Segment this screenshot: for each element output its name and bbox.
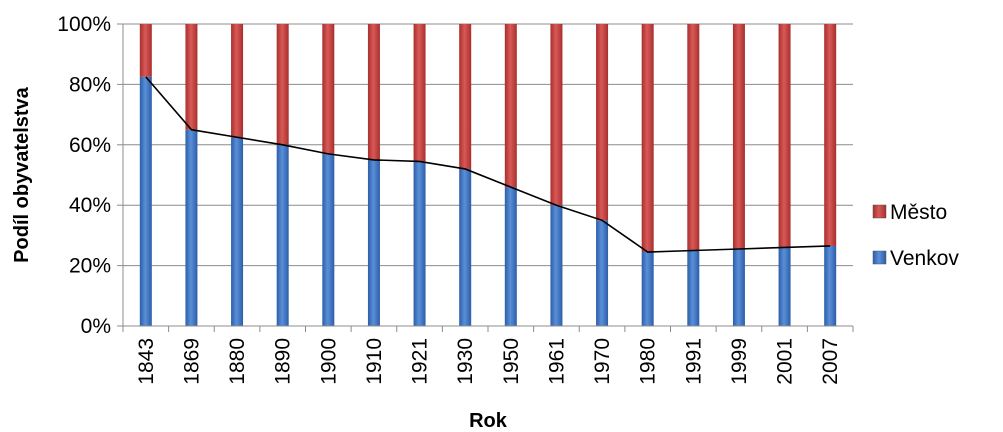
bar-venkov xyxy=(185,129,198,326)
bar-venkov xyxy=(687,250,700,326)
bar-venkov xyxy=(596,220,609,326)
bar-venkov xyxy=(276,144,289,326)
bar-venkov xyxy=(367,159,380,326)
x-tick-label: 1999 xyxy=(728,338,751,385)
y-tick-label: 0% xyxy=(81,315,111,338)
legend-swatch xyxy=(872,250,887,265)
y-tick-label: 100% xyxy=(57,13,111,36)
x-tick-label: 1843 xyxy=(135,338,158,385)
bar-mesto xyxy=(824,24,837,246)
bar-venkov xyxy=(322,153,335,326)
bar-mesto xyxy=(367,24,380,160)
bar-venkov xyxy=(641,252,654,326)
x-tick-label: 1890 xyxy=(272,338,295,385)
legend-label: Město xyxy=(890,201,947,224)
bar-mesto xyxy=(322,24,335,154)
x-tick-label: 1991 xyxy=(682,338,705,385)
bar-venkov xyxy=(550,205,563,326)
venkov-trend-line xyxy=(145,76,831,253)
bar-mesto xyxy=(185,24,198,130)
bar-venkov xyxy=(413,161,426,326)
x-tick-label: 1970 xyxy=(591,338,614,385)
x-tick-label: 1961 xyxy=(545,338,568,385)
x-tick-label: 1930 xyxy=(454,338,477,385)
bar-venkov xyxy=(732,248,745,326)
x-tick-label: 1980 xyxy=(637,338,660,385)
bar-venkov xyxy=(778,247,791,326)
legend-swatch xyxy=(872,204,887,219)
x-tick-label: 1910 xyxy=(363,338,386,385)
bar-mesto xyxy=(732,24,745,249)
bar-venkov xyxy=(824,245,837,326)
x-tick-label: 1880 xyxy=(226,338,249,385)
y-tick-label: 20% xyxy=(69,255,111,278)
bar-mesto xyxy=(687,24,700,251)
x-tick-label: 1921 xyxy=(409,338,432,385)
x-tick-label: 1950 xyxy=(500,338,523,385)
x-tick-label: 2001 xyxy=(774,338,797,385)
x-tick-label: 1900 xyxy=(317,338,340,385)
axes: 0% 20% 40% 60% 80% 100% 1843 1869 1880 1890 1900 19… xyxy=(57,13,854,385)
legend-label: Venkov xyxy=(890,247,959,270)
bar-mesto xyxy=(504,24,517,188)
legend: Město Venkov xyxy=(872,201,959,270)
bar-mesto xyxy=(413,24,426,162)
bar-venkov xyxy=(504,187,517,326)
bar-venkov xyxy=(231,137,244,326)
bars xyxy=(139,24,837,326)
bar-venkov xyxy=(459,168,472,326)
y-axis-title: Podíl obyvatelstva xyxy=(11,86,33,262)
bar-mesto xyxy=(231,24,244,138)
trend-line xyxy=(145,76,831,253)
y-tick-label: 80% xyxy=(69,73,111,96)
bar-mesto xyxy=(596,24,609,221)
bar-mesto xyxy=(778,24,791,248)
x-tick-label: 2007 xyxy=(819,338,842,385)
bar-mesto xyxy=(641,24,654,253)
bar-mesto xyxy=(276,24,289,145)
bar-mesto xyxy=(139,24,152,77)
y-tick-label: 60% xyxy=(69,134,111,157)
x-tick-label: 1869 xyxy=(180,338,203,385)
bar-mesto xyxy=(550,24,563,206)
bar-venkov xyxy=(139,76,152,326)
x-axis-title: Rok xyxy=(469,410,508,432)
bar-mesto xyxy=(459,24,472,169)
y-tick-label: 40% xyxy=(69,194,111,217)
